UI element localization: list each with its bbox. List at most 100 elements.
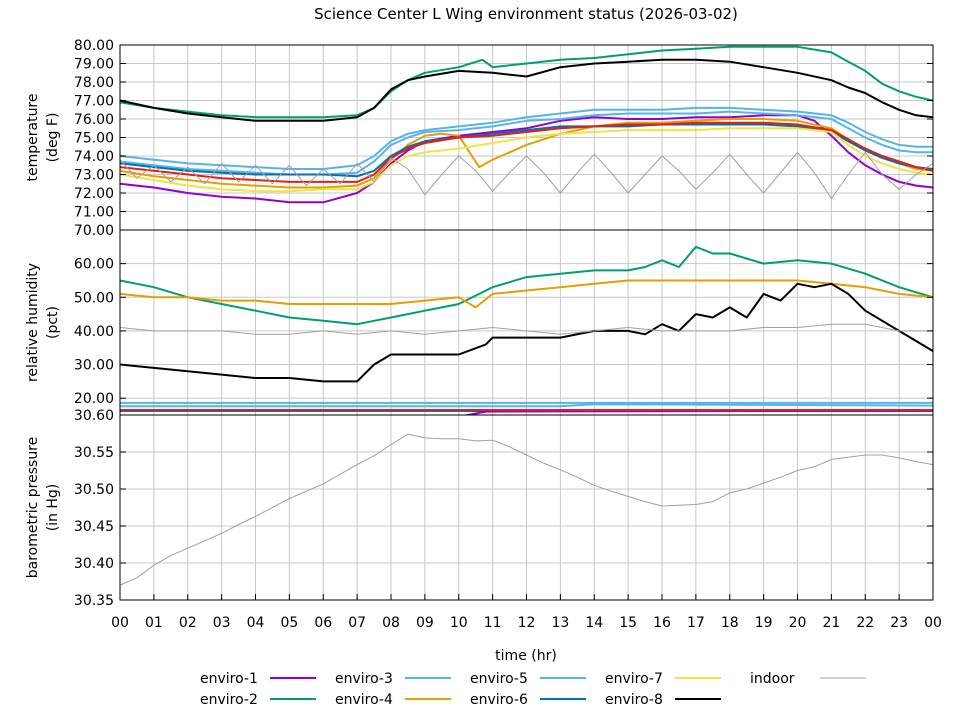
x-tick-label: 21 <box>822 615 840 631</box>
legend-item-enviro-1: enviro-1 <box>200 671 316 687</box>
y-tick-label: 77.00 <box>74 94 114 110</box>
legend-item-enviro-2: enviro-2 <box>200 692 316 708</box>
legend-item-enviro-3: enviro-3 <box>335 671 451 687</box>
x-tick-label: 10 <box>450 615 468 631</box>
y-tick-label: 60.00 <box>74 257 114 273</box>
x-axis: 00 01 02 03 04 05 06 07 08 09 10 11 12 13 14 15 16 17 18 19… <box>111 594 942 631</box>
legend-item-enviro-6: enviro-6 <box>470 692 586 708</box>
x-tick-label: 17 <box>687 615 705 631</box>
y-tick-label: 30.00 <box>74 358 114 374</box>
humidity-y-axis: 20.00 30.00 40.00 50.00 60.00 <box>74 257 933 407</box>
x-tick-label: 22 <box>856 615 874 631</box>
legend-label: enviro-4 <box>335 692 393 708</box>
series-line-enviro-1 <box>462 409 933 415</box>
legend-label: enviro-8 <box>605 692 663 708</box>
panel-pressure: 30.35 30.40 30.45 30.50 30.55 30.60 barometric… <box>25 408 934 609</box>
panel-humidity: 20.00 30.00 40.00 50.00 60.00 relative humidi… <box>25 229 934 416</box>
chart-title: Science Center L Wing environment status… <box>314 5 738 23</box>
legend-label: enviro-1 <box>200 671 258 687</box>
axis-label-line: (deg F) <box>45 113 61 163</box>
x-tick-label: 18 <box>721 615 739 631</box>
temperature-axis-label: temperature (deg F) <box>25 94 61 182</box>
series-line-indoor <box>120 433 933 586</box>
y-tick-label: 76.00 <box>74 112 114 128</box>
y-tick-label: 30.35 <box>74 593 114 609</box>
axis-label-line: temperature <box>25 94 41 182</box>
axis-label-line: relative humidity <box>25 263 41 382</box>
series-line-enviro-7 <box>120 121 933 183</box>
y-tick-label: 74.00 <box>74 149 114 165</box>
legend-item-enviro-7: enviro-7 <box>605 671 721 687</box>
x-tick-label: 05 <box>280 615 298 631</box>
legend: enviro-1 enviro-2 enviro-3 enviro-4 enviro-5… <box>200 671 866 708</box>
legend-label: indoor <box>750 671 795 687</box>
series-line-enviro-7-yellow <box>120 127 933 193</box>
x-tick-label: 15 <box>619 615 637 631</box>
y-tick-label: 30.40 <box>74 556 114 572</box>
x-axis-label: time (hr) <box>495 648 557 664</box>
x-tick-label: 04 <box>247 615 265 631</box>
legend-item-enviro-4: enviro-4 <box>335 692 451 708</box>
pressure-y-axis: 30.35 30.40 30.45 30.50 30.55 30.60 <box>74 408 933 609</box>
series-line-indoor <box>120 151 933 199</box>
temperature-series <box>120 45 933 204</box>
y-tick-label: 75.00 <box>74 131 114 147</box>
humidity-axis-label: relative humidity (pct) <box>25 263 61 382</box>
legend-item-enviro-5: enviro-5 <box>470 671 586 687</box>
plot-panels: 70.00 71.00 72.00 73.00 74.00 75.00 76.00 77.00… <box>25 38 934 609</box>
y-tick-label: 73.00 <box>74 168 114 184</box>
series-line-enviro-3 <box>120 106 933 170</box>
x-tick-label: 00 <box>924 615 942 631</box>
x-tick-label: 11 <box>484 615 502 631</box>
x-tick-label: 03 <box>213 615 231 631</box>
x-tick-label: 13 <box>551 615 569 631</box>
series-line-indoor <box>120 323 933 335</box>
x-tick-label: 12 <box>518 615 536 631</box>
y-tick-label: 30.45 <box>74 519 114 535</box>
y-tick-label: 40.00 <box>74 324 114 340</box>
x-tick-label: 09 <box>416 615 434 631</box>
series-line-enviro-6 <box>120 123 933 178</box>
series-line-enviro-2 <box>120 245 933 326</box>
y-tick-label: 30.60 <box>74 408 114 424</box>
x-tick-label: 02 <box>179 615 197 631</box>
axis-label-line: (pct) <box>45 306 61 339</box>
x-tick-label: 00 <box>111 615 129 631</box>
y-tick-label: 80.00 <box>74 38 114 54</box>
legend-label: enviro-5 <box>470 671 528 687</box>
legend-label: enviro-3 <box>335 671 393 687</box>
series-line-enviro-5 <box>120 403 933 408</box>
x-tick-label: 19 <box>755 615 773 631</box>
y-tick-label: 71.00 <box>74 205 114 221</box>
pressure-grid <box>119 414 934 601</box>
y-tick-label: 30.50 <box>74 482 114 498</box>
x-tick-label: 07 <box>348 615 366 631</box>
series-line-enviro-1 <box>120 114 933 204</box>
y-tick-label: 78.00 <box>74 75 114 91</box>
y-tick-label: 70.00 <box>74 223 114 239</box>
legend-label: enviro-7 <box>605 671 663 687</box>
x-tick-label: 23 <box>890 615 908 631</box>
y-tick-label: 30.55 <box>74 445 114 461</box>
legend-label: enviro-6 <box>470 692 528 708</box>
pressure-axis-label: barometric pressure (in Hg) <box>25 437 61 578</box>
axis-label-line: barometric pressure <box>25 437 41 578</box>
series-line-enviro-8 <box>120 282 933 383</box>
y-tick-label: 72.00 <box>74 186 114 202</box>
legend-item-indoor: indoor <box>750 671 866 687</box>
series-line-enviro-4 <box>120 279 933 309</box>
y-tick-label: 50.00 <box>74 290 114 306</box>
legend-item-enviro-8: enviro-8 <box>605 692 721 708</box>
y-tick-label: 20.00 <box>74 391 114 407</box>
x-tick-label: 20 <box>789 615 807 631</box>
humidity-series <box>120 245 933 415</box>
panel-temperature: 70.00 71.00 72.00 73.00 74.00 75.00 76.00 77.00… <box>25 38 934 239</box>
legend-label: enviro-2 <box>200 692 258 708</box>
temperature-y-axis: 70.00 71.00 72.00 73.00 74.00 75.00 76.00 77.00… <box>74 38 933 239</box>
axis-label-line: (in Hg) <box>45 484 61 532</box>
x-tick-label: 01 <box>145 615 163 631</box>
x-tick-label: 08 <box>382 615 400 631</box>
pressure-series <box>120 433 933 586</box>
series-line-enviro-2 <box>120 45 933 119</box>
